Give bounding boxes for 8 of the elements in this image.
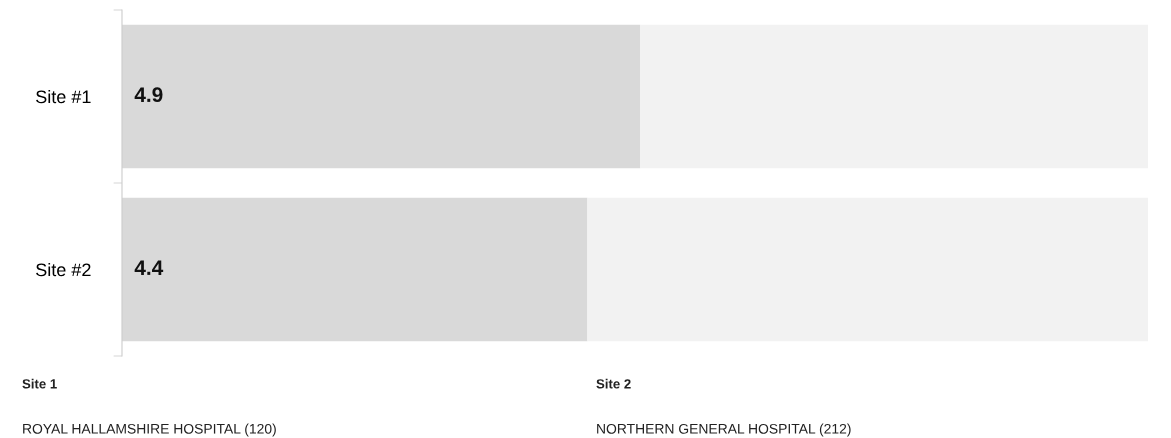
text: ROYAL HALLAMSHIRE HOSPITAL (120) bbox=[23, 423, 276, 437]
y-tick-label: Site #2 bbox=[36, 262, 91, 277]
text: Site 2 bbox=[596, 378, 631, 389]
y-tick-label: Site #1 bbox=[36, 89, 91, 104]
text: Site 1 bbox=[22, 378, 57, 389]
data-label: 4.9 bbox=[134, 87, 163, 103]
data-label: 4.4 bbox=[134, 260, 164, 275]
text: NORTHERN GENERAL HOSPITAL (212) bbox=[597, 423, 851, 437]
